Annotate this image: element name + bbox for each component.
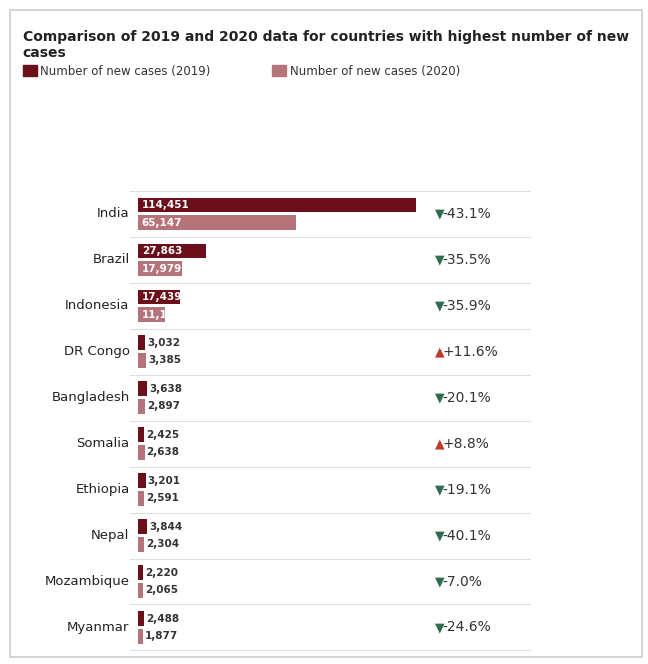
Bar — [138, 629, 143, 643]
Text: 3,201: 3,201 — [148, 475, 181, 486]
Bar — [138, 381, 147, 396]
Text: 2,220: 2,220 — [145, 568, 178, 578]
Text: Number of new cases (2020): Number of new cases (2020) — [290, 65, 460, 78]
Text: +11.6%: +11.6% — [442, 345, 498, 359]
Bar — [138, 215, 296, 230]
Bar — [138, 290, 180, 304]
Text: ▼: ▼ — [435, 253, 445, 266]
Text: 1,877: 1,877 — [145, 631, 178, 641]
Bar — [138, 612, 144, 626]
Text: +8.8%: +8.8% — [442, 437, 489, 451]
Bar — [138, 491, 145, 506]
Bar — [138, 353, 146, 368]
Text: ▼: ▼ — [435, 207, 445, 220]
Text: ▼: ▼ — [435, 621, 445, 634]
Text: ▼: ▼ — [435, 483, 445, 496]
Text: Somalia: Somalia — [76, 437, 130, 450]
Text: ▲: ▲ — [435, 345, 445, 358]
Text: -40.1%: -40.1% — [442, 529, 491, 542]
Text: 2,488: 2,488 — [146, 614, 179, 623]
Text: Brazil: Brazil — [93, 253, 130, 266]
Bar — [138, 335, 145, 350]
Bar — [138, 445, 145, 459]
Text: 3,385: 3,385 — [148, 355, 181, 365]
Text: -19.1%: -19.1% — [442, 483, 491, 497]
Text: DR Congo: DR Congo — [64, 345, 130, 358]
Bar — [138, 519, 148, 534]
Text: -35.5%: -35.5% — [442, 253, 491, 267]
Text: 65,147: 65,147 — [142, 218, 182, 228]
Bar — [138, 261, 181, 276]
Text: ▼: ▼ — [435, 299, 445, 312]
Text: 2,304: 2,304 — [146, 539, 179, 549]
Text: 3,032: 3,032 — [147, 338, 180, 348]
Bar — [138, 565, 143, 580]
Text: ▼: ▼ — [435, 391, 445, 404]
Text: 3,638: 3,638 — [149, 384, 182, 394]
Text: Ethiopia: Ethiopia — [75, 483, 130, 496]
Bar — [138, 307, 165, 322]
Bar — [138, 583, 143, 598]
Text: -43.1%: -43.1% — [442, 207, 491, 220]
Bar — [138, 399, 145, 414]
Text: 27,863: 27,863 — [142, 246, 182, 256]
Text: 2,897: 2,897 — [147, 402, 180, 412]
Text: 2,591: 2,591 — [146, 493, 179, 503]
Bar — [138, 428, 144, 442]
Text: -7.0%: -7.0% — [442, 574, 482, 588]
Text: -20.1%: -20.1% — [442, 390, 491, 404]
Text: 114,451: 114,451 — [142, 200, 189, 210]
Text: 2,065: 2,065 — [145, 586, 178, 596]
Text: Number of new cases (2019): Number of new cases (2019) — [40, 65, 211, 78]
Text: 17,439: 17,439 — [142, 292, 182, 302]
Text: Bangladesh: Bangladesh — [51, 391, 130, 404]
Bar — [138, 537, 144, 552]
Text: 2,425: 2,425 — [146, 430, 179, 440]
Text: India: India — [97, 207, 130, 220]
Text: -35.9%: -35.9% — [442, 299, 491, 313]
Text: 17,979: 17,979 — [142, 264, 182, 274]
Text: 2,638: 2,638 — [146, 448, 179, 457]
Bar — [138, 244, 205, 258]
Bar — [138, 473, 146, 488]
Text: 3,844: 3,844 — [150, 522, 183, 532]
Text: Mozambique: Mozambique — [45, 575, 130, 588]
Text: Comparison of 2019 and 2020 data for countries with highest number of new cases: Comparison of 2019 and 2020 data for cou… — [23, 30, 629, 60]
Text: Indonesia: Indonesia — [65, 299, 130, 312]
Text: ▲: ▲ — [435, 437, 445, 450]
Text: -24.6%: -24.6% — [442, 620, 491, 635]
Text: 11,173: 11,173 — [142, 309, 182, 319]
Text: Myanmar: Myanmar — [67, 621, 130, 634]
Text: Nepal: Nepal — [91, 529, 130, 542]
Text: ▼: ▼ — [435, 575, 445, 588]
Bar — [138, 198, 416, 212]
Text: ▼: ▼ — [435, 529, 445, 542]
